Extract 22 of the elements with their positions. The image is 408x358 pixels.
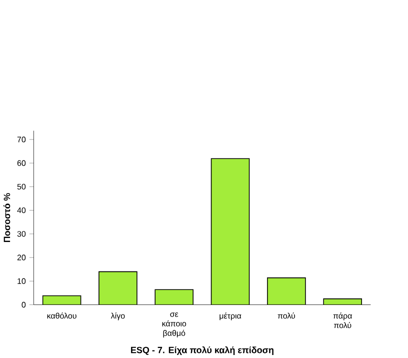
bar	[154, 289, 194, 305]
bar	[323, 298, 362, 305]
x-tick-label: πάρα πολύ	[333, 312, 352, 328]
bar	[42, 296, 81, 305]
y-tick-label: 30	[17, 230, 26, 237]
y-tick-label: 60	[17, 160, 26, 166]
y-tick-label: 0	[22, 302, 26, 308]
bar	[267, 277, 306, 305]
x-tick-label: σε κάποιο βαθμό	[162, 312, 186, 338]
x-axis-title: ESQ - 7. Είχα πολύ καλή επίδοση	[131, 346, 274, 355]
x-tick-label: λίγο	[110, 312, 125, 320]
y-tick-label: 20	[17, 254, 26, 260]
bar	[98, 271, 138, 305]
y-tick-label: 50	[17, 184, 26, 190]
y-tick-label: 10	[18, 278, 26, 284]
y-tick-label: 70	[17, 136, 26, 142]
y-tick-label: 40	[17, 207, 26, 213]
y-axis-title: Ποσοστό %	[3, 192, 10, 242]
x-tick-label: μέτρια	[220, 312, 242, 320]
x-tick-label: πολύ	[278, 312, 296, 318]
x-tick-label: καθόλου	[47, 312, 76, 318]
bar	[210, 158, 250, 305]
